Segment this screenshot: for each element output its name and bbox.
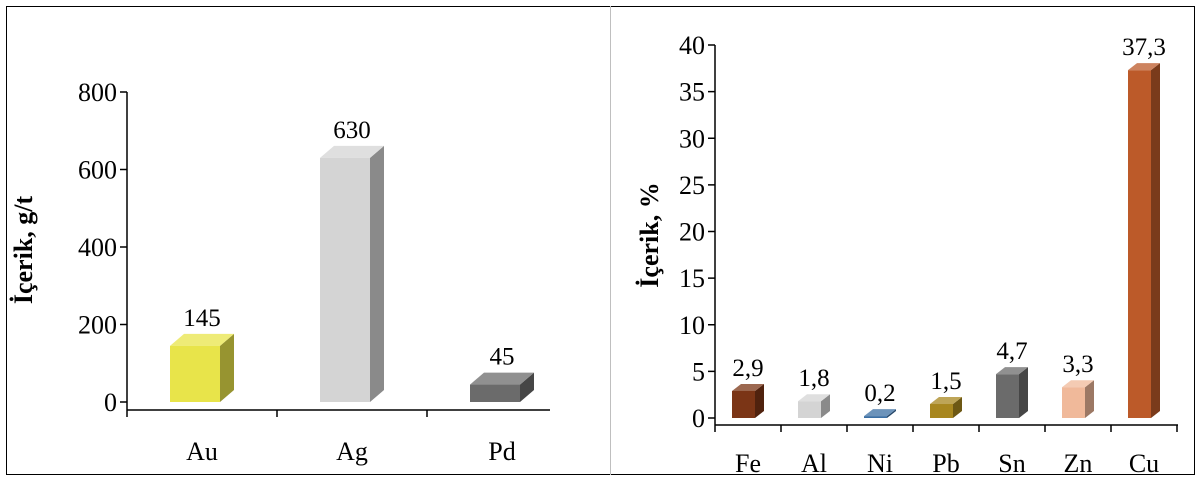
bar-au	[170, 333, 234, 402]
bar-pb	[930, 397, 962, 418]
bar-zn	[1062, 380, 1094, 418]
panel-divider	[610, 6, 611, 475]
data-label-ni: 0,2	[864, 380, 895, 407]
x-tick-label-cu: Cu	[1129, 449, 1159, 478]
x-tick-label-fe: Fe	[735, 449, 761, 478]
y-tick-label: 15	[679, 264, 705, 293]
x-tick-label-sn: Sn	[998, 449, 1025, 478]
y-tick-label: 600	[78, 156, 117, 185]
bar-sn	[996, 367, 1028, 418]
y-tick-label: 20	[679, 218, 705, 247]
y-axis-label: İçerik, g/t	[9, 196, 38, 305]
data-label-sn: 4,7	[996, 338, 1027, 365]
data-label-pb: 1,5	[930, 368, 961, 395]
y-tick-label: 0	[104, 388, 117, 417]
y-tick-label: 400	[78, 233, 117, 262]
y-tick-label: 25	[679, 171, 705, 200]
x-tick-label-pb: Pb	[932, 449, 959, 478]
bar-ag	[320, 145, 384, 402]
y-axis-label: İçerik, %	[635, 182, 664, 287]
y-tick-label: 200	[78, 311, 117, 340]
data-label-ag: 630	[333, 117, 371, 144]
y-tick-label: 35	[679, 78, 705, 107]
bar-ni	[864, 409, 896, 418]
x-tick-label-au: Au	[186, 437, 218, 466]
data-label-al: 1,8	[798, 365, 829, 392]
y-tick-label: 0	[692, 404, 705, 433]
y-tick-label: 800	[78, 78, 117, 107]
x-tick-label-al: Al	[801, 449, 827, 478]
bar-pd	[470, 372, 534, 402]
data-label-pd: 45	[490, 344, 515, 371]
y-tick-label: 30	[679, 124, 705, 153]
data-label-fe: 2,9	[732, 355, 763, 382]
figure-frame	[6, 6, 1195, 475]
y-tick-label: 40	[679, 31, 705, 60]
bar-cu	[1128, 63, 1160, 419]
bar-al	[798, 394, 830, 418]
x-tick-label-zn: Zn	[1064, 449, 1093, 478]
y-tick-label: 10	[679, 311, 705, 340]
y-tick-label: 5	[692, 357, 705, 386]
data-label-cu: 37,3	[1122, 34, 1166, 61]
x-tick-label-ni: Ni	[867, 449, 893, 478]
x-tick-label-ag: Ag	[336, 437, 368, 466]
bar-fe	[732, 383, 764, 418]
data-label-zn: 3,3	[1062, 351, 1093, 378]
data-label-au: 145	[183, 305, 221, 332]
x-tick-label-pd: Pd	[488, 437, 515, 466]
